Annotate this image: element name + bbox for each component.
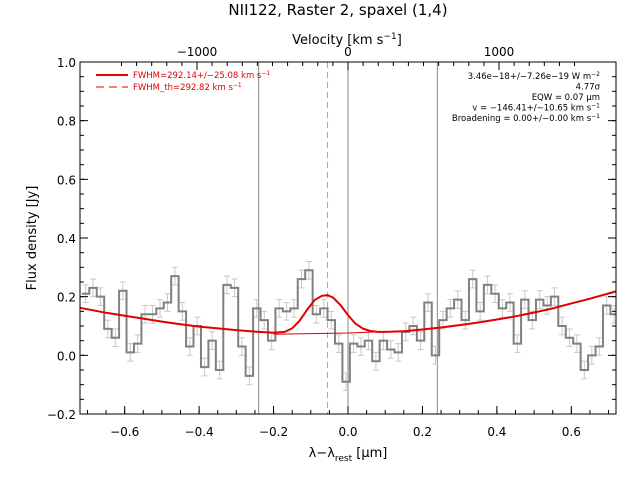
chart-title: NII122, Raster 2, spaxel (1,4) (228, 1, 447, 19)
legend-label-1: FWHM_th=292.82 km s−1 (133, 82, 242, 93)
top-tick-label-0: −1000 (177, 45, 218, 59)
annotation-3: v = −146.41+/−10.65 km s−1 (472, 103, 600, 114)
legend: FWHM=292.14+/−25.08 km s−1FWHM_th=292.82… (96, 70, 270, 93)
x-axis-label-unit: [μm] (352, 446, 387, 461)
top-tick-label-2: 1000 (484, 45, 515, 59)
x-tick-label-3: 0.0 (338, 425, 357, 439)
x-axis-label-text: λ−λ (309, 446, 336, 461)
y-axis-label: Flux density [Jy] (25, 186, 40, 291)
vertical-reference-lines (258, 62, 438, 414)
x-tick-label-5: 0.4 (487, 425, 506, 439)
x-axis-label: λ−λrest [μm] (309, 446, 388, 464)
data-layer (79, 260, 618, 392)
x-tick-label-4: 0.2 (413, 425, 432, 439)
axes-layer: −0.2 0.0 0.2 0.4 0.6 0.8 1.0 −0.6 −0.4 −0.2 0.0 0.2… (47, 45, 617, 439)
y-tick-label-3: 0.4 (57, 232, 76, 246)
y-tick-label-0: −0.2 (47, 408, 76, 422)
y-tick-label-5: 0.8 (57, 115, 76, 129)
y-tick-label-6: 1.0 (57, 56, 76, 70)
x-tick-label-6: 0.6 (562, 425, 581, 439)
y-tick-label-4: 0.6 (57, 173, 76, 187)
continuum-baseline-line (273, 331, 378, 335)
y-tick-label-2: 0.2 (57, 291, 76, 305)
top-tick-label-1: 0 (344, 45, 352, 59)
x-tick-label-2: −0.2 (259, 425, 288, 439)
top-axis-label-close: ] (397, 33, 402, 48)
observed-spectrum-step (81, 269, 616, 383)
legend-label-0: FWHM=292.14+/−25.08 km s−1 (133, 70, 270, 81)
x-tick-label-1: −0.4 (185, 425, 214, 439)
annotation-4: Broadening = 0.00+/−0.00 km s−1 (452, 113, 600, 124)
annotation-1: 4.77σ (576, 83, 601, 93)
gaussian-fit-line (79, 290, 617, 334)
x-tick-label-0: −0.6 (110, 425, 139, 439)
x-axis-label-sub: rest (335, 454, 353, 464)
svg-text:λ−λrest [μm]: λ−λrest [μm] (309, 446, 388, 464)
annotation-2: EQW = 0.07 μm (532, 93, 600, 103)
top-axis-label-text: Velocity [km s (292, 33, 384, 48)
top-axis-label: Velocity [km s−1] (292, 32, 402, 48)
svg-text:Velocity [km s−1]: Velocity [km s−1] (292, 32, 402, 48)
top-axis-label-sup: −1 (383, 32, 396, 42)
y-tick-label-1: 0.0 (57, 349, 76, 363)
annotation-0: 3.46e−18+/−7.26e−19 W m−2 (468, 71, 600, 82)
